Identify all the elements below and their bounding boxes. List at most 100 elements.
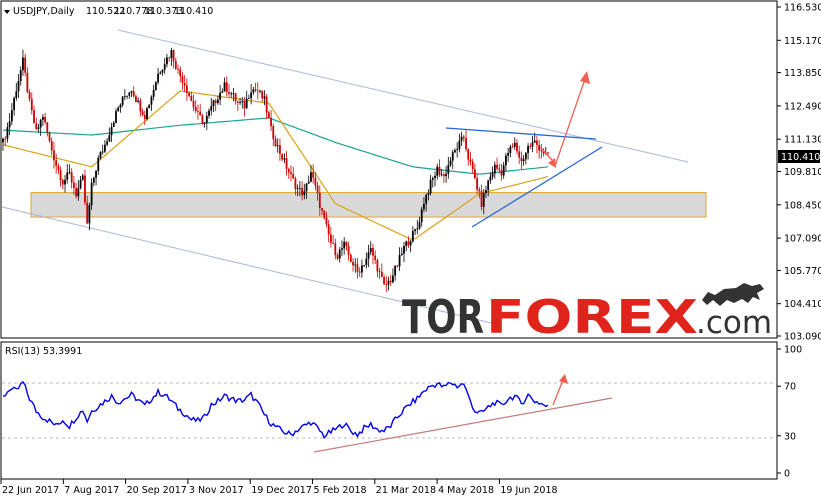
candle	[44, 112, 46, 125]
candle-body	[199, 111, 202, 116]
candle-body	[95, 170, 97, 178]
candle	[19, 66, 22, 86]
candle	[354, 258, 357, 273]
candle-body	[197, 111, 199, 112]
candle-body	[542, 150, 545, 154]
candle	[434, 171, 436, 187]
candle	[152, 84, 155, 101]
candle	[518, 145, 521, 164]
candle-body	[531, 142, 534, 147]
candle-body	[101, 151, 104, 153]
chart-dropdown-icon[interactable]	[4, 10, 10, 14]
candle-body	[356, 264, 359, 272]
candle	[358, 267, 361, 277]
candle	[310, 165, 312, 183]
candle	[90, 178, 93, 210]
candle	[505, 152, 507, 171]
candle	[185, 78, 188, 101]
candle	[35, 117, 38, 131]
candle-body	[296, 188, 299, 190]
candle-body	[219, 92, 222, 100]
candle	[223, 77, 226, 92]
candle	[228, 84, 230, 98]
candle	[39, 118, 42, 136]
candle-body	[170, 50, 173, 59]
rsi-header: RSI(13) 53.3991	[5, 346, 82, 357]
price-tick-label: 113.850	[784, 68, 821, 79]
candle	[462, 134, 465, 143]
rsi-scale: 100 70 30 0	[777, 345, 802, 480]
candle-body	[245, 98, 248, 109]
candle-body	[99, 152, 102, 158]
moving-averages	[2, 90, 549, 240]
candle-body	[403, 245, 405, 254]
candle-body	[183, 83, 186, 86]
candle	[431, 176, 434, 188]
candle-body	[225, 82, 228, 93]
candle-body	[547, 152, 549, 154]
candle-body	[64, 179, 66, 185]
candle-body	[130, 91, 133, 93]
candle	[405, 240, 408, 252]
candle	[522, 155, 525, 166]
candle	[502, 161, 505, 179]
candle-body	[434, 175, 436, 178]
candle	[305, 182, 308, 199]
candle	[26, 67, 29, 94]
candle-body	[493, 164, 496, 174]
candle	[471, 158, 474, 174]
price-scale: 116.530 115.170 113.850 112.490 111.130 109.8…	[777, 3, 821, 343]
candle-body	[292, 173, 295, 179]
candle-body	[489, 176, 492, 181]
candle-body	[274, 139, 277, 146]
candle	[135, 94, 137, 103]
candle	[179, 66, 182, 83]
candle-body	[8, 121, 11, 128]
candle-body	[536, 140, 538, 145]
candle	[491, 166, 494, 180]
candle-body	[88, 205, 91, 224]
candle-body	[92, 177, 95, 183]
candle-body	[212, 100, 215, 106]
candle	[212, 99, 215, 113]
candle-body	[252, 89, 255, 93]
candle	[221, 88, 224, 94]
candle	[183, 75, 186, 92]
candle-body	[22, 57, 24, 71]
candle-body	[192, 100, 195, 107]
candle	[22, 49, 24, 76]
candle	[59, 166, 62, 187]
price-tick-label: 109.810	[784, 167, 821, 178]
candle-body	[117, 107, 120, 112]
candle	[436, 163, 439, 180]
candle	[188, 91, 190, 98]
candle-body	[188, 92, 190, 97]
candle	[276, 138, 279, 153]
open-value: 110.522	[86, 6, 125, 17]
candle-body	[66, 172, 69, 180]
candle-body	[427, 193, 430, 195]
candle-body	[267, 112, 270, 119]
candle	[392, 268, 394, 284]
candle	[168, 56, 171, 62]
candle	[263, 90, 266, 106]
candle-body	[500, 170, 503, 176]
candle	[363, 264, 366, 267]
forecast-arrowhead-down	[548, 158, 556, 168]
candle	[500, 163, 503, 181]
candle-body	[159, 72, 162, 74]
candle-body	[321, 207, 323, 211]
candle	[30, 92, 33, 115]
candle	[283, 153, 286, 164]
candle-body	[15, 91, 18, 99]
candle-body	[533, 140, 536, 143]
candle	[449, 156, 452, 167]
candle-body	[185, 85, 188, 93]
candle	[540, 144, 543, 159]
candle-body	[115, 111, 117, 123]
candle	[411, 226, 414, 243]
candle	[265, 93, 268, 120]
candle-body	[454, 150, 456, 153]
triangle-bottom-line	[471, 146, 603, 228]
